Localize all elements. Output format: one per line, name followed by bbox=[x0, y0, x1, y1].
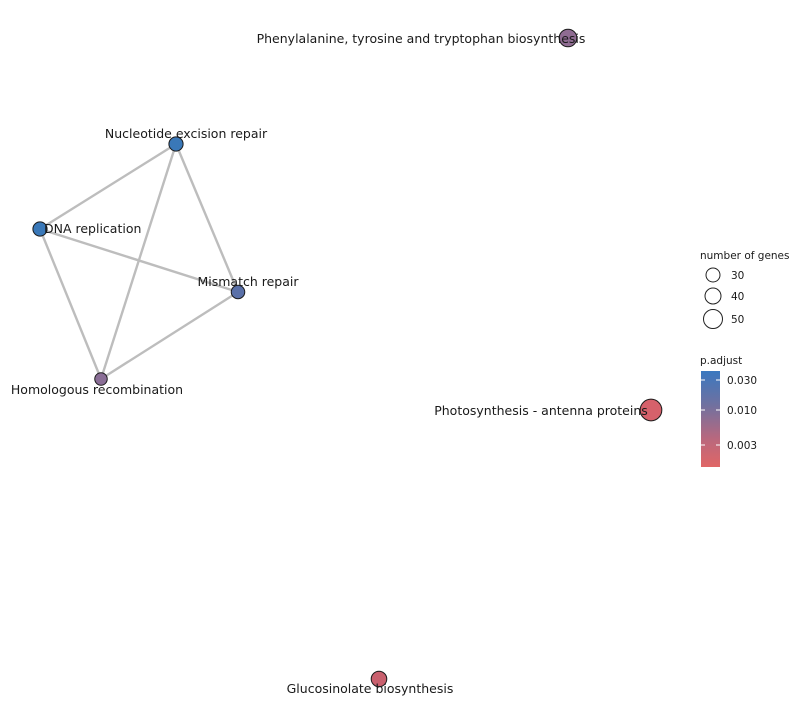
node-label-phenyl: Phenylalanine, tyrosine and tryptophan b… bbox=[257, 31, 586, 46]
node-label-mismatch: Mismatch repair bbox=[197, 274, 299, 289]
color-legend-title: p.adjust bbox=[700, 355, 742, 367]
size-legend-label-30: 30 bbox=[731, 270, 744, 282]
node-glucosinolate[interactable] bbox=[370, 670, 388, 688]
node-mismatch[interactable] bbox=[230, 284, 246, 300]
node-label-homologous: Homologous recombination bbox=[11, 382, 183, 397]
size-legend-title: number of genes bbox=[700, 250, 790, 262]
edges-layer bbox=[38, 142, 240, 381]
node-label-nucleotide: Nucleotide excision repair bbox=[105, 126, 268, 141]
labels-layer: Nucleotide excision repair DNA replicatio… bbox=[11, 31, 648, 696]
node-label-dna: DNA replication bbox=[44, 221, 141, 236]
size-legend: number of genes 30 40 50 bbox=[700, 250, 790, 329]
node-label-glucosinolate: Glucosinolate biosynthesis bbox=[287, 681, 454, 696]
node-nucleotide[interactable] bbox=[168, 136, 184, 152]
nodes-layer bbox=[32, 28, 663, 688]
color-legend-tick-2: 0.003 bbox=[727, 440, 757, 452]
size-legend-label-50: 50 bbox=[731, 314, 744, 326]
edge-nucleotide-mismatch bbox=[174, 143, 240, 293]
node-phenyl[interactable] bbox=[558, 28, 578, 48]
size-legend-symbol-30 bbox=[705, 267, 721, 283]
size-legend-symbol-50 bbox=[703, 309, 723, 329]
edge-dna-homologous bbox=[38, 228, 103, 380]
color-legend-tick-0: 0.030 bbox=[727, 375, 757, 387]
color-legend-bar bbox=[701, 371, 720, 467]
node-dna[interactable] bbox=[32, 221, 48, 237]
size-legend-symbol-40 bbox=[704, 287, 722, 305]
node-photo[interactable] bbox=[639, 398, 663, 422]
edge-dna-mismatch bbox=[39, 227, 239, 294]
size-legend-label-40: 40 bbox=[731, 291, 744, 303]
color-legend: p.adjust 0.030 0.010 0.003 bbox=[700, 355, 757, 467]
node-label-photo: Photosynthesis - antenna proteins bbox=[434, 403, 648, 418]
node-homologous[interactable] bbox=[94, 372, 108, 386]
edge-nucleotide-dna bbox=[39, 142, 177, 231]
edge-mismatch-homologous bbox=[100, 290, 239, 381]
color-legend-tick-1: 0.010 bbox=[727, 405, 757, 417]
